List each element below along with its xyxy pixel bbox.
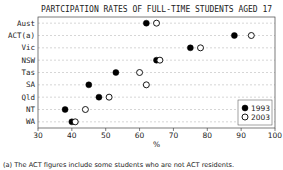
category-label: Aust <box>17 19 35 28</box>
legend-label: 1993 <box>251 104 270 113</box>
dot <box>143 20 149 26</box>
grid-line <box>38 72 275 73</box>
dot <box>62 107 68 113</box>
x-tick-label: 90 <box>236 131 246 140</box>
title: PARTCIPATION RATES OF FULL-TIME STUDENTS… <box>41 5 272 14</box>
category-label: SA <box>26 80 36 89</box>
dot <box>137 70 143 76</box>
dot <box>154 20 160 26</box>
legend-marker <box>242 114 248 120</box>
dot <box>248 33 254 39</box>
x-tick-label: 70 <box>169 131 179 140</box>
grid-line <box>38 84 275 85</box>
dot <box>113 70 119 76</box>
legend: 19932003 <box>238 100 272 125</box>
dot <box>82 107 88 113</box>
grid-line <box>38 35 275 36</box>
category-label: Vic <box>21 43 35 52</box>
dot <box>143 82 149 88</box>
dot <box>86 82 92 88</box>
category-label: WA <box>26 117 36 126</box>
x-tick-label: 30 <box>33 131 43 140</box>
dot <box>231 33 237 39</box>
grid-line <box>38 47 275 48</box>
x-tick-label: 100 <box>268 131 283 140</box>
x-tick-label: 80 <box>203 131 213 140</box>
dot <box>96 94 102 100</box>
dot <box>72 119 78 125</box>
marks <box>62 20 254 125</box>
legend-label: 2003 <box>251 113 270 122</box>
category-label: NSW <box>21 56 35 65</box>
x-tick-label: 40 <box>67 131 77 140</box>
x-axis-label: % <box>153 140 160 149</box>
category-label: NT <box>26 105 36 114</box>
grid-line <box>38 97 275 98</box>
legend-box <box>238 100 272 125</box>
dot <box>198 45 204 51</box>
category-label: ACT(a) <box>8 31 35 40</box>
dot <box>106 94 112 100</box>
plot-frame <box>38 17 275 128</box>
annotation: (a) The ACT figures include some student… <box>3 161 234 169</box>
x-tick-label: 50 <box>101 131 111 140</box>
category-label: Qld <box>21 93 35 102</box>
x-tick-label: 60 <box>135 131 145 140</box>
chart: PARTCIPATION RATES OF FULL-TIME STUDENTS… <box>0 0 283 170</box>
dot <box>187 45 193 51</box>
legend-marker <box>242 105 248 111</box>
dot <box>157 57 163 63</box>
category-label: Tas <box>21 68 35 77</box>
